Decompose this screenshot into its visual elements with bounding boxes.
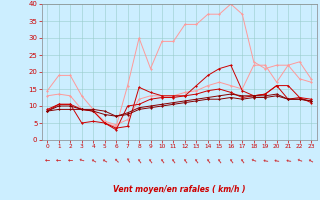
Text: ←: ← — [124, 156, 131, 164]
Text: ←: ← — [68, 158, 73, 162]
Text: ←: ← — [239, 156, 246, 164]
Text: ←: ← — [296, 157, 303, 163]
Text: ←: ← — [204, 156, 212, 164]
Text: ←: ← — [274, 157, 280, 163]
Text: ←: ← — [262, 157, 268, 163]
Text: ←: ← — [216, 156, 223, 164]
Text: ←: ← — [90, 157, 97, 163]
Text: ←: ← — [170, 156, 177, 164]
Text: ←: ← — [227, 156, 234, 164]
Text: ←: ← — [56, 158, 61, 162]
Text: ←: ← — [45, 158, 50, 162]
Text: ←: ← — [308, 157, 315, 163]
Text: ←: ← — [101, 157, 108, 163]
Text: ←: ← — [147, 156, 154, 164]
Text: ←: ← — [158, 156, 165, 164]
Text: ←: ← — [78, 157, 85, 163]
Text: ←: ← — [251, 157, 257, 163]
Text: ←: ← — [193, 156, 200, 164]
Text: ←: ← — [113, 156, 120, 164]
Text: ←: ← — [181, 156, 188, 164]
Text: Vent moyen/en rafales ( km/h ): Vent moyen/en rafales ( km/h ) — [113, 185, 245, 194]
Text: ←: ← — [285, 157, 291, 163]
Text: ←: ← — [135, 156, 143, 164]
